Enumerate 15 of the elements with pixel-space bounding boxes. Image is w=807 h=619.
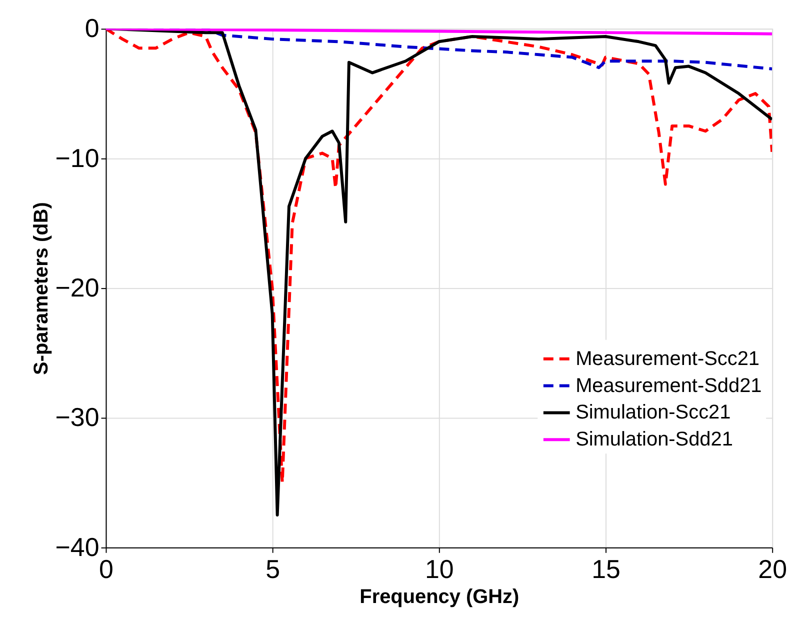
- y-tick-label: 0: [84, 15, 100, 44]
- legend-label: Measurement-Sdd21: [576, 374, 762, 397]
- x-tick-label: 20: [758, 556, 788, 584]
- y-axis-title: S-parameters (dB): [30, 202, 52, 375]
- legend-label: Measurement-Scc21: [576, 348, 760, 370]
- y-tick-label: −10: [55, 144, 100, 173]
- legend-label: Simulation-Scc21: [576, 402, 731, 424]
- x-tick-label: 15: [592, 556, 620, 584]
- x-tick-label: 5: [266, 556, 280, 584]
- legend-label: Simulation-Sdd21: [576, 428, 733, 451]
- x-axis-title: Frequency (GHz): [360, 586, 520, 608]
- y-tick-label: −20: [55, 274, 100, 303]
- y-tick-label: −40: [55, 534, 100, 562]
- y-tick-label: −30: [55, 404, 100, 432]
- x-tick-label: 10: [424, 556, 454, 584]
